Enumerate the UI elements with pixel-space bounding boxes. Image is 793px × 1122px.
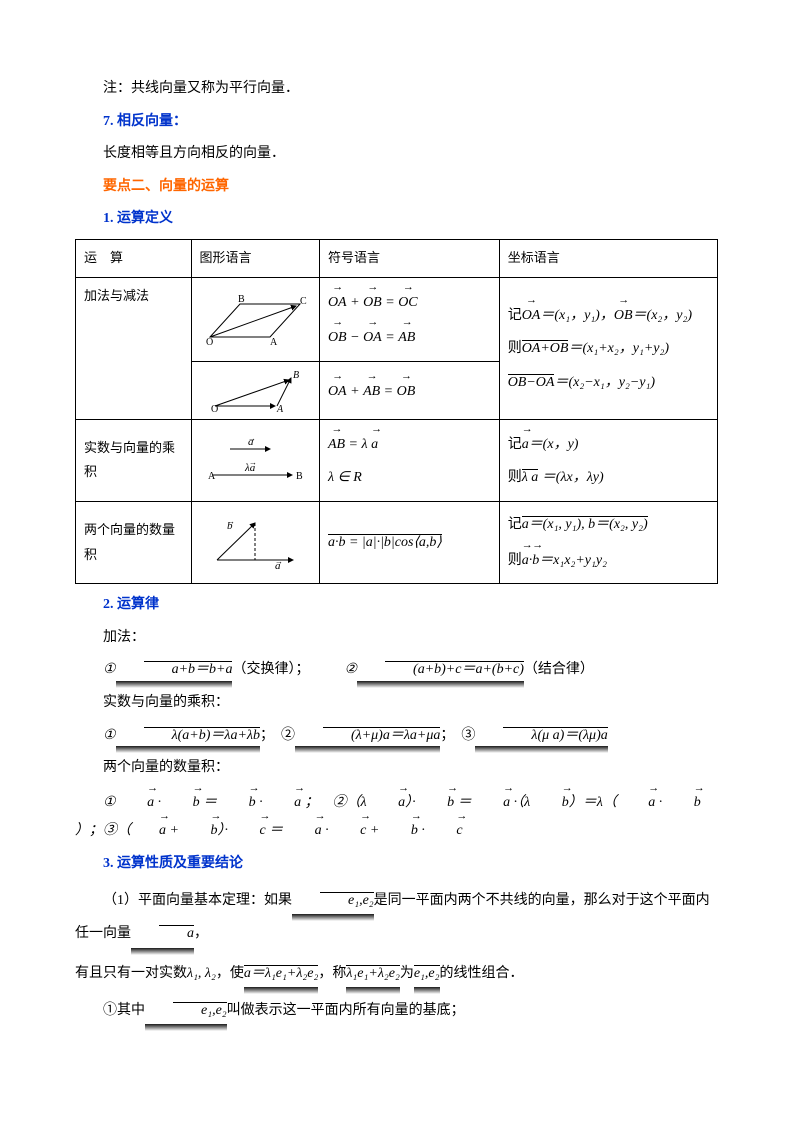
theorem-1-sub1: ①其中e₁,e₂叫做表示这一平面内所有向量的基底； — [75, 996, 718, 1027]
th-graphic: 图形语言 — [191, 239, 319, 277]
theorem-1: （1）平面向量基本定理：如果e₁,e₂是同一平面内两个不共线的向量，那么对于这个… — [75, 884, 718, 951]
th-symbol: 符号语言 — [319, 239, 499, 277]
svg-text:→: → — [249, 458, 257, 467]
cell-addsub-label: 加法与减法 — [76, 277, 192, 419]
svg-text:A: A — [270, 337, 278, 347]
svg-text:C: C — [300, 296, 307, 307]
table-row-addsub: 加法与减法 O A B C OA + OB = OC OB − OA = AB … — [76, 277, 718, 361]
cell-dot-label: 两个向量的数量积 — [76, 502, 192, 584]
svg-text:A: A — [208, 471, 216, 482]
cell-dot-diagram: a→ b→ — [191, 502, 319, 584]
operations-table: 运 算 图形语言 符号语言 坐标语言 加法与减法 O A B C OA + OB… — [75, 239, 718, 584]
laws-add-label: 加法： — [75, 625, 718, 652]
sub-2-title: 2. 运算律 — [75, 592, 718, 619]
laws-scalar-label: 实数与向量的乘积： — [75, 690, 718, 717]
svg-text:→: → — [275, 557, 283, 566]
laws-dot-eq: ① a · b ＝ b · a ； ②（λ a）· b ＝ a ·（λ b）＝λ… — [75, 788, 718, 845]
sub-1-title: 1. 运算定义 — [75, 206, 718, 233]
parallelogram-icon: O A B C — [200, 292, 310, 347]
cell-addsub-coord: 记OA＝(x₁，y₁)，OB＝(x₂，y₂) 则OA+OB＝(x₁+x₂，y₁+… — [499, 277, 717, 419]
cell-addsub-symbol1: OA + OB = OC OB − OA = AB — [319, 277, 499, 361]
svg-text:O: O — [211, 404, 218, 413]
triangle-icon: O A B — [205, 368, 305, 413]
svg-text:→: → — [248, 435, 256, 443]
svg-text:B: B — [296, 471, 303, 482]
sub-3-title: 3. 运算性质及重要结论 — [75, 851, 718, 878]
table-header-row: 运 算 图形语言 符号语言 坐标语言 — [76, 239, 718, 277]
dot-product-icon: a→ b→ — [205, 515, 305, 570]
cell-triangle-symbol: OA + AB = OB — [319, 361, 499, 419]
scalar-lines-icon: a→ A B λa→ — [200, 435, 310, 485]
table-row-dot: 两个向量的数量积 a→ b→ a·b = |a|·|b|cos⟨a,b⟩ 记a＝… — [76, 502, 718, 584]
svg-text:B: B — [238, 294, 245, 305]
svg-text:→: → — [227, 517, 235, 526]
th-operation: 运 算 — [76, 239, 192, 277]
table-row-scalar: 实数与向量的乘积 a→ A B λa→ AB = λ a λ ∈ R 记a＝(x… — [76, 419, 718, 501]
cell-dot-symbol: a·b = |a|·|b|cos⟨a,b⟩ — [319, 502, 499, 584]
cell-scalar-label: 实数与向量的乘积 — [76, 419, 192, 501]
cell-triangle-diagram: O A B — [191, 361, 319, 419]
cell-dot-coord: 记a＝(x₁, y₁), b＝(x₂, y₂) 则a· b＝x₁x₂+y₁y₂ — [499, 502, 717, 584]
note-collinear: 注：共线向量又称为平行向量． — [75, 76, 718, 103]
laws-scalar-eq: ①λ(a+b)＝λa+λb； ②(λ+μ)a＝λa+μa； ③λ(μ a)＝(λ… — [75, 723, 718, 750]
section-2-title: 要点二、向量的运算 — [75, 174, 718, 201]
theorem-1b: 有且只有一对实数λ₁, λ₂，使a＝λ₁e₁+λ₂e₂，称λ₁e₁+λ₂e₂为e… — [75, 957, 718, 991]
laws-add-eq: ①a+b＝b+a（交换律）； ②(a+b)+c＝a+(b+c)（结合律） — [75, 657, 718, 684]
heading-7: 7. 相反向量： — [75, 109, 718, 136]
heading-7-desc: 长度相等且方向相反的向量． — [75, 141, 718, 168]
cell-scalar-coord: 记a＝(x，y) 则λ a ＝(λx，λy) — [499, 419, 717, 501]
svg-text:O: O — [206, 337, 213, 347]
svg-text:B: B — [293, 370, 299, 381]
svg-text:A: A — [276, 404, 284, 413]
th-coord: 坐标语言 — [499, 239, 717, 277]
cell-addsub-diagram1: O A B C — [191, 277, 319, 361]
cell-scalar-diagram: a→ A B λa→ — [191, 419, 319, 501]
cell-scalar-symbol: AB = λ a λ ∈ R — [319, 419, 499, 501]
